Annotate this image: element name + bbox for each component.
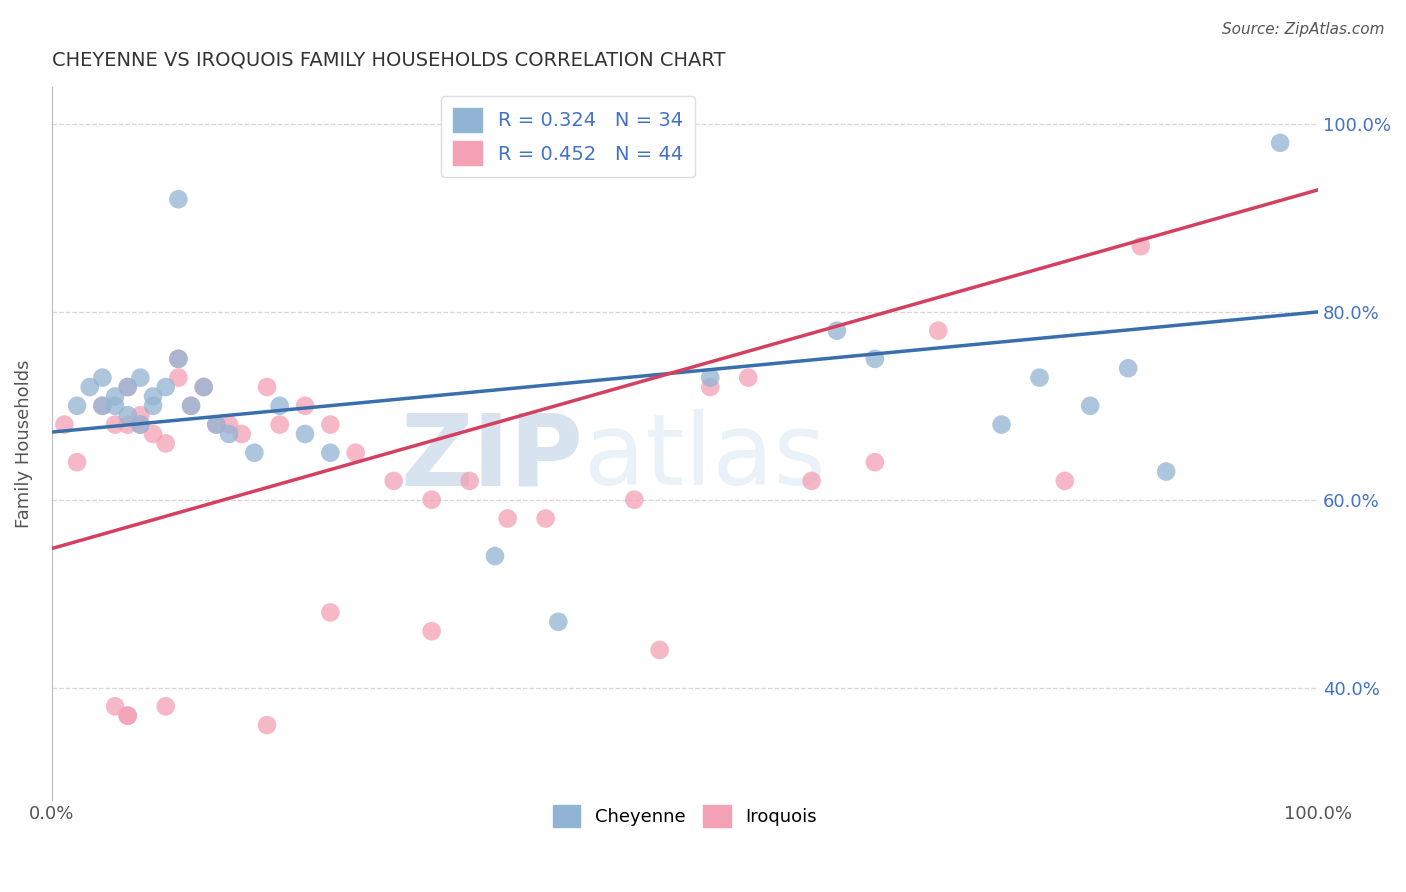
Point xyxy=(1053,474,1076,488)
Point xyxy=(79,380,101,394)
Point xyxy=(534,511,557,525)
Point xyxy=(104,417,127,432)
Point xyxy=(117,380,139,394)
Point xyxy=(699,380,721,394)
Point xyxy=(104,699,127,714)
Point xyxy=(205,417,228,432)
Point xyxy=(66,455,89,469)
Point xyxy=(91,370,114,384)
Point xyxy=(344,446,367,460)
Point xyxy=(825,324,848,338)
Point xyxy=(218,427,240,442)
Point xyxy=(129,370,152,384)
Point xyxy=(990,417,1012,432)
Point xyxy=(294,399,316,413)
Point xyxy=(66,399,89,413)
Point xyxy=(167,351,190,366)
Point xyxy=(104,389,127,403)
Point xyxy=(648,643,671,657)
Point xyxy=(1116,361,1139,376)
Point xyxy=(117,408,139,422)
Point xyxy=(117,708,139,723)
Point xyxy=(484,549,506,563)
Point xyxy=(231,427,253,442)
Point xyxy=(142,389,165,403)
Point xyxy=(547,615,569,629)
Point xyxy=(91,399,114,413)
Point xyxy=(243,446,266,460)
Point xyxy=(863,455,886,469)
Text: atlas: atlas xyxy=(583,409,825,506)
Point xyxy=(104,399,127,413)
Point xyxy=(180,399,202,413)
Point xyxy=(142,399,165,413)
Point xyxy=(294,427,316,442)
Point xyxy=(927,324,949,338)
Point xyxy=(800,474,823,488)
Point xyxy=(420,492,443,507)
Point xyxy=(129,417,152,432)
Point xyxy=(458,474,481,488)
Point xyxy=(863,351,886,366)
Point xyxy=(496,511,519,525)
Point xyxy=(256,718,278,732)
Point xyxy=(256,380,278,394)
Point xyxy=(269,399,291,413)
Point xyxy=(117,380,139,394)
Point xyxy=(117,417,139,432)
Point xyxy=(167,370,190,384)
Point xyxy=(1028,370,1050,384)
Point xyxy=(218,417,240,432)
Point xyxy=(319,606,342,620)
Point xyxy=(91,399,114,413)
Text: ZIP: ZIP xyxy=(401,409,583,506)
Point xyxy=(155,699,177,714)
Y-axis label: Family Households: Family Households xyxy=(15,359,32,527)
Point xyxy=(623,492,645,507)
Point xyxy=(382,474,405,488)
Point xyxy=(585,136,607,150)
Point xyxy=(737,370,759,384)
Point xyxy=(129,408,152,422)
Point xyxy=(117,708,139,723)
Point xyxy=(193,380,215,394)
Point xyxy=(1129,239,1152,253)
Point xyxy=(1268,136,1291,150)
Legend: Cheyenne, Iroquois: Cheyenne, Iroquois xyxy=(546,797,824,834)
Text: CHEYENNE VS IROQUOIS FAMILY HOUSEHOLDS CORRELATION CHART: CHEYENNE VS IROQUOIS FAMILY HOUSEHOLDS C… xyxy=(52,51,725,70)
Point xyxy=(155,436,177,450)
Point xyxy=(699,370,721,384)
Point xyxy=(319,417,342,432)
Point xyxy=(193,380,215,394)
Point xyxy=(269,417,291,432)
Point xyxy=(1078,399,1101,413)
Point xyxy=(319,446,342,460)
Point xyxy=(53,417,76,432)
Text: Source: ZipAtlas.com: Source: ZipAtlas.com xyxy=(1222,22,1385,37)
Point xyxy=(420,624,443,639)
Point xyxy=(142,427,165,442)
Point xyxy=(167,351,190,366)
Point xyxy=(205,417,228,432)
Point xyxy=(180,399,202,413)
Point xyxy=(167,192,190,206)
Point xyxy=(1154,465,1177,479)
Point xyxy=(155,380,177,394)
Point xyxy=(129,417,152,432)
